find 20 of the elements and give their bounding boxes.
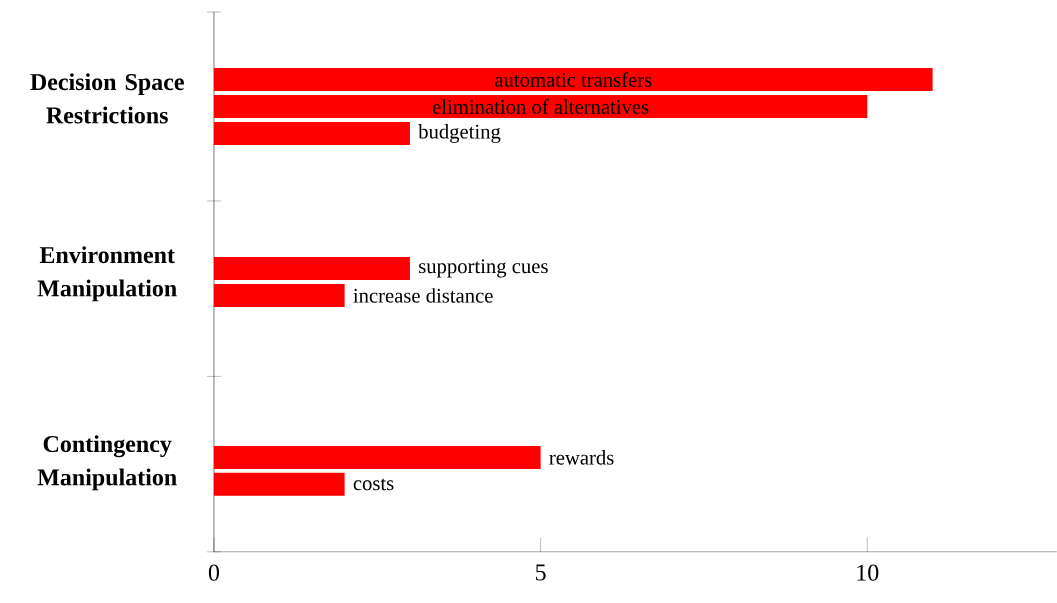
x-tick-label: 10 [857, 564, 879, 581]
bar [213, 257, 410, 281]
x-tick-label: 5 [536, 564, 546, 581]
bar [213, 68, 933, 92]
y-tick-label: elimination of alternatives [432, 99, 649, 114]
bar [213, 472, 345, 496]
bar [213, 122, 410, 146]
y-tick-label: costs [353, 478, 394, 491]
y-tick-label: rewards [549, 450, 614, 465]
bar [213, 95, 868, 119]
y-tick-label: supporting cues [419, 259, 548, 278]
y-tick-label: automatic transfers [495, 72, 652, 87]
x-tick-label: 0 [208, 564, 220, 581]
text: Contingency Manipulation [37, 435, 177, 491]
bar [213, 284, 345, 307]
text: Decision Space Restrictions [30, 73, 184, 124]
y-tick-label: budgeting [418, 124, 501, 143]
y-tick-label: increase distance [353, 288, 493, 303]
bar [213, 445, 541, 469]
text: Environment Manipulation [37, 246, 177, 302]
